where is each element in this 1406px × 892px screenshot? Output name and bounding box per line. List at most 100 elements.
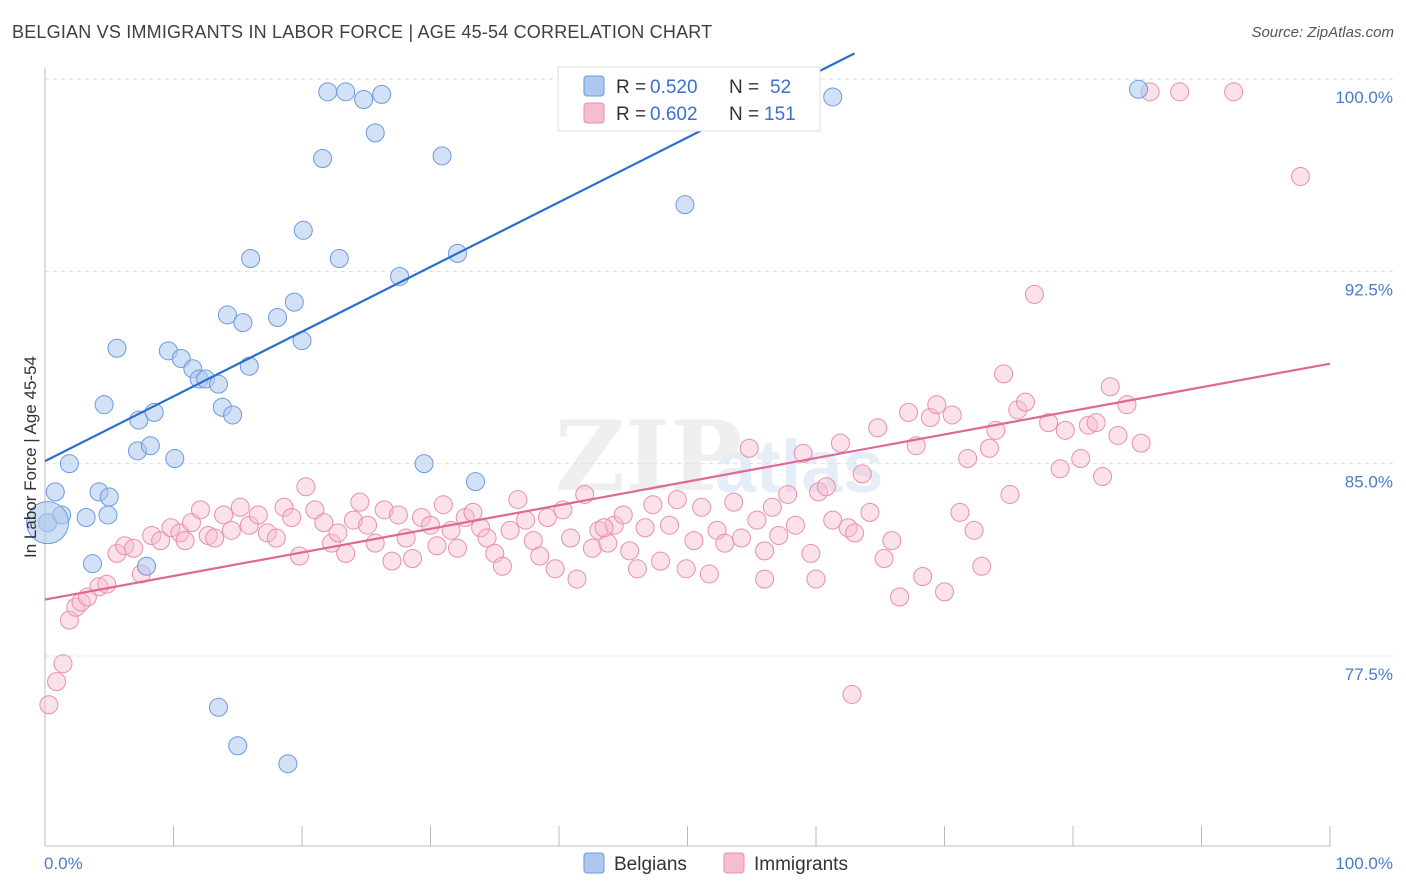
immigrant-point [1224,82,1244,102]
y-tick-label: 77.5% [1345,665,1393,684]
immigrant-point [769,525,789,545]
immigrant-point [336,543,356,563]
immigrant-point [845,523,865,543]
immigrant-point [142,525,162,545]
belgian-point [217,305,237,325]
bottom-legend: Belgians Immigrants [583,852,848,875]
belgian-point [278,754,298,774]
legend-n-value-belgians: 52 [770,77,791,98]
immigrant-point [899,402,919,422]
immigrant-point [860,502,880,522]
immigrant-point [530,546,550,566]
immigrant-point [715,533,735,553]
belgian-point [318,82,338,102]
immigrant-point [979,438,999,458]
belgian-point [336,82,356,102]
belgian-point [329,249,349,269]
immigrant-point [282,508,302,528]
immigrant-point [343,510,363,530]
chart-title: BELGIAN VS IMMIGRANTS IN LABOR FORCE | A… [12,22,713,42]
immigrant-point [852,464,872,484]
immigrant-point [643,495,663,515]
immigrant-point [382,551,402,571]
immigrant-point [545,559,565,579]
immigrant-point [838,518,858,538]
immigrant-point [289,546,309,566]
immigrant-point [274,497,294,517]
y-tick-labels: 77.5% 85.0% 92.5% 100.0% [1335,88,1393,684]
legend-n-label-immigrants: N = [729,104,759,125]
immigrant-point [1117,395,1137,415]
immigrant-point [842,684,862,704]
immigrant-point [221,520,241,540]
immigrant-point [266,528,286,548]
immigrant-point [958,449,978,469]
immigrant-point [124,538,144,558]
immigrant-point [972,556,992,576]
immigrant-point [1024,284,1044,304]
y-tick-label: 85.0% [1345,473,1393,492]
immigrant-point [230,497,250,517]
legend-n-label-belgians: N = [729,77,759,98]
immigrant-point [427,536,447,556]
immigrant-point [755,541,775,561]
belgian-point [293,220,313,240]
belgian-point [1129,79,1149,99]
immigrant-point [594,518,614,538]
immigrant-point [433,495,453,515]
immigrant-point [613,505,633,525]
belgian-point [675,195,695,215]
bottom-legend-immigrants: Immigrants [754,854,848,875]
immigrant-point [47,672,67,692]
immigrant-point [1008,400,1028,420]
belgian-point [372,84,392,104]
immigrants-points [39,82,1310,715]
immigrant-point [477,528,497,548]
source-credit: Source: ZipAtlas.com [1251,24,1394,41]
legend-n-value-immigrants: 151 [764,104,796,125]
belgian-point [465,472,485,492]
watermark: ZIP atlas [555,400,884,513]
immigrant-point [447,538,467,558]
immigrant-point [927,395,947,415]
immigrant-point [374,500,394,520]
immigrant-point [801,543,821,563]
belgian-point [268,307,288,327]
immigrant-point [314,513,334,533]
immigrant-point [1290,166,1310,186]
immigrant-point [561,528,581,548]
immigrant-point [257,523,277,543]
x-ticks [44,826,1331,846]
immigrant-point [508,490,528,510]
belgian-point [165,449,185,469]
immigrant-point [1086,413,1106,433]
immigrant-point [53,654,73,674]
belgian-point [76,508,96,528]
immigrant-point [1108,425,1128,445]
immigrant-point [620,541,640,561]
immigrant-point [950,502,970,522]
immigrant-point [942,405,962,425]
immigrant-point [830,433,850,453]
immigrant-point [964,520,984,540]
x-tick-label-max: 100.0% [1335,854,1393,873]
legend-r-value-immigrants: 0.602 [650,104,698,125]
immigrant-point [1015,392,1035,412]
immigrant-point [692,497,712,517]
immigrant-point [806,569,826,589]
immigrant-point [890,587,910,607]
immigrant-point [762,497,782,517]
belgian-point [208,374,228,394]
immigrant-point [1170,82,1190,102]
immigrant-point [190,500,210,520]
y-tick-label: 100.0% [1335,88,1393,107]
immigrant-point [492,556,512,576]
immigrant-point [328,523,348,543]
immigrant-point [660,515,680,535]
immigrant-trend-line [44,362,1331,601]
y-axis-label: In Labor Force | Age 45-54 [21,356,40,558]
immigrant-point [598,533,618,553]
immigrant-point [1050,459,1070,479]
immigrant-point [350,492,370,512]
